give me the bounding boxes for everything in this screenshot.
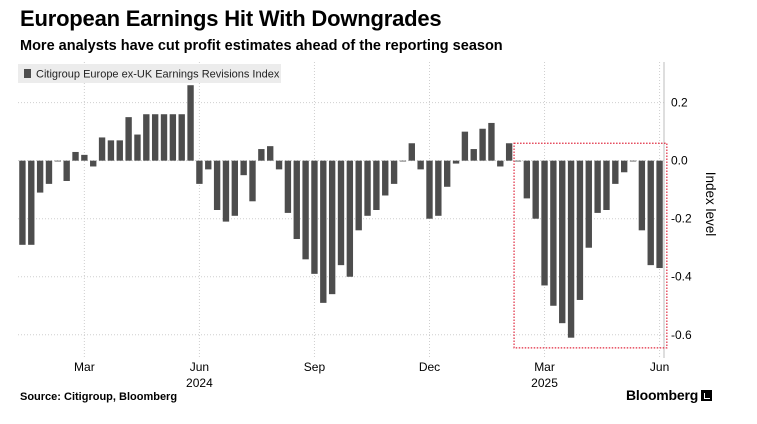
bar xyxy=(620,160,628,173)
bar xyxy=(594,160,601,213)
bar xyxy=(267,146,274,161)
y-tick-label: -0.2 xyxy=(671,212,692,226)
legend-swatch xyxy=(24,69,31,78)
bar xyxy=(222,160,230,222)
bar xyxy=(408,143,415,161)
bar xyxy=(19,160,26,245)
bloomberg-terminal-icon xyxy=(701,390,713,401)
bar xyxy=(550,160,557,306)
bar xyxy=(435,160,442,216)
bar xyxy=(567,160,575,338)
bar xyxy=(328,160,336,295)
bar xyxy=(417,160,424,170)
chart-subtitle: More analysts have cut profit estimates … xyxy=(20,38,503,54)
x-tick-label: Jun xyxy=(650,360,669,374)
x-tick-label: Mar xyxy=(74,360,95,374)
bar xyxy=(240,160,247,176)
bar xyxy=(125,117,132,161)
bar xyxy=(461,131,469,161)
bar xyxy=(63,160,70,181)
y-tick-label: -0.4 xyxy=(671,270,692,284)
bar xyxy=(603,160,610,210)
bar xyxy=(470,149,477,161)
bar xyxy=(81,154,88,161)
brand-text: Bloomberg xyxy=(626,387,699,403)
bloomberg-logo: Bloomberg xyxy=(626,387,713,403)
bar xyxy=(505,143,513,161)
x-tick-label: Jun xyxy=(190,360,209,374)
bar xyxy=(160,114,168,161)
bar xyxy=(196,160,203,184)
bar xyxy=(576,160,584,300)
bar xyxy=(72,151,79,161)
bar xyxy=(585,160,592,248)
x-year-label: 2025 xyxy=(531,376,558,390)
bar xyxy=(399,160,407,162)
bar xyxy=(178,114,185,161)
bar xyxy=(143,114,150,161)
bar xyxy=(107,140,115,161)
bar xyxy=(320,160,327,303)
bar xyxy=(45,160,53,184)
legend-label: Citigroup Europe ex-UK Earnings Revision… xyxy=(36,69,280,81)
x-tick-label: Dec xyxy=(419,360,440,374)
highlight-box xyxy=(513,142,668,349)
bar xyxy=(187,85,194,161)
bar xyxy=(231,160,238,216)
y-tick-label: -0.6 xyxy=(671,328,692,342)
bar xyxy=(284,160,292,213)
bar xyxy=(249,160,256,202)
bar xyxy=(205,160,212,170)
bar xyxy=(656,160,663,269)
bar xyxy=(302,160,309,260)
bar xyxy=(479,128,486,161)
bar xyxy=(514,160,522,162)
bar xyxy=(364,160,371,216)
legend-box xyxy=(18,64,281,83)
bar xyxy=(258,149,265,161)
bar xyxy=(337,160,345,266)
bar xyxy=(523,160,531,199)
bar xyxy=(532,160,539,219)
bar xyxy=(444,160,451,187)
bar xyxy=(382,160,389,196)
bar xyxy=(169,114,177,161)
bar xyxy=(497,160,504,167)
bar xyxy=(311,160,318,274)
y-tick-label: 0.0 xyxy=(671,154,688,168)
x-tick-label: Sep xyxy=(304,360,326,374)
bar xyxy=(373,160,380,210)
bar xyxy=(426,160,433,219)
bar xyxy=(98,137,106,161)
bar xyxy=(647,160,654,266)
bar xyxy=(36,160,44,193)
bar xyxy=(213,160,221,210)
bar xyxy=(134,134,141,161)
bar xyxy=(488,122,495,161)
source-note: Source: Citigroup, Bloomberg xyxy=(20,391,178,403)
bar xyxy=(629,160,637,162)
bar xyxy=(275,160,283,170)
y-tick-label: 0.2 xyxy=(671,96,688,110)
bar xyxy=(355,160,362,231)
bar xyxy=(28,160,35,245)
bar xyxy=(390,160,398,184)
bar xyxy=(293,160,300,240)
x-tick-label: Mar xyxy=(534,360,555,374)
bar xyxy=(452,160,460,164)
bar xyxy=(559,160,566,324)
chart-title: European Earnings Hit With Downgrades xyxy=(20,6,442,31)
x-year-label: 2024 xyxy=(186,376,213,390)
bar xyxy=(54,160,62,162)
bar xyxy=(90,160,97,167)
bar xyxy=(612,160,619,184)
bar xyxy=(116,140,123,161)
bar xyxy=(151,114,159,161)
bar xyxy=(541,160,548,286)
y-axis-label: Index level xyxy=(703,172,718,237)
bar xyxy=(638,160,646,231)
bar xyxy=(346,160,354,277)
